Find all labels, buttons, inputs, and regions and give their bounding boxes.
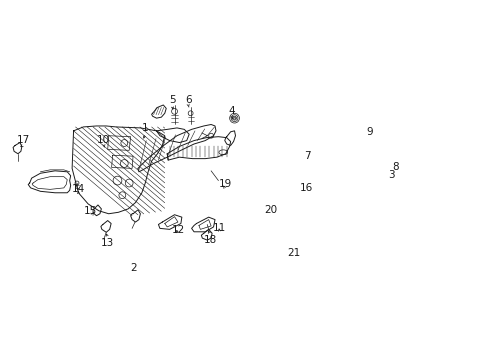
Text: 16: 16 [299, 183, 312, 193]
Text: 18: 18 [203, 235, 216, 245]
Text: 2: 2 [130, 264, 137, 273]
Text: 13: 13 [101, 238, 114, 248]
Text: 19: 19 [219, 180, 232, 189]
Text: 10: 10 [97, 135, 110, 145]
Text: 12: 12 [171, 225, 184, 235]
Text: 6: 6 [184, 95, 191, 105]
Text: 9: 9 [366, 127, 373, 137]
Text: 14: 14 [72, 184, 85, 194]
Text: 15: 15 [83, 206, 97, 216]
Text: 3: 3 [387, 170, 394, 180]
Text: 20: 20 [264, 205, 277, 215]
Text: 1: 1 [142, 123, 148, 133]
Text: 17: 17 [17, 135, 30, 145]
Text: 11: 11 [213, 224, 226, 233]
Text: 5: 5 [168, 95, 175, 105]
Text: 21: 21 [287, 248, 300, 258]
Text: 7: 7 [304, 151, 310, 161]
Text: 4: 4 [228, 106, 234, 116]
Text: 8: 8 [391, 162, 398, 172]
